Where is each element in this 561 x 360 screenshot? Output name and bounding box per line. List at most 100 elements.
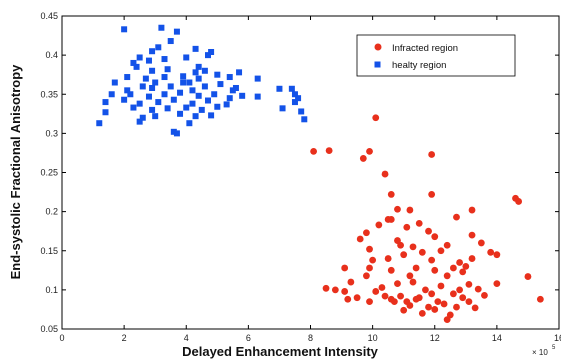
point-infracted	[428, 151, 436, 158]
point-infracted	[406, 272, 414, 280]
point-infracted	[378, 284, 386, 291]
point-infracted	[381, 170, 389, 178]
point-healty	[291, 91, 298, 98]
point-infracted	[468, 255, 476, 262]
point-healty	[189, 87, 196, 94]
point-healty	[102, 99, 109, 106]
point-healty	[96, 120, 103, 127]
point-infracted	[431, 266, 439, 274]
point-infracted	[428, 256, 436, 264]
x-axis-label: Delayed Enhancement Intensity	[182, 344, 379, 359]
y-tick-label: 0.45	[40, 11, 58, 21]
point-infracted	[390, 298, 398, 306]
point-infracted	[449, 290, 457, 298]
x-tick-label: 2	[122, 333, 127, 343]
point-healty	[164, 66, 171, 73]
point-infracted	[536, 295, 544, 303]
point-infracted	[375, 221, 383, 229]
point-infracted	[434, 298, 442, 306]
point-healty	[149, 48, 156, 55]
point-healty	[167, 38, 174, 45]
point-infracted	[524, 273, 532, 280]
point-infracted	[493, 251, 501, 259]
point-infracted	[366, 147, 373, 155]
point-healty	[173, 28, 180, 35]
point-infracted	[437, 282, 445, 290]
point-healty	[180, 79, 187, 86]
point-infracted	[459, 268, 467, 276]
x-tick-label: 6	[246, 333, 251, 343]
point-infracted	[415, 219, 423, 227]
point-infracted	[487, 248, 495, 256]
point-healty	[121, 96, 128, 103]
legend-marker-healty	[374, 61, 381, 68]
point-infracted	[425, 303, 432, 311]
point-healty	[139, 83, 146, 90]
point-infracted	[366, 245, 373, 253]
legend: Infracted region healty region	[356, 34, 516, 77]
point-infracted	[422, 286, 429, 294]
x-tick-label: 8	[308, 333, 313, 343]
point-healty	[136, 100, 143, 107]
point-infracted	[397, 241, 404, 249]
point-healty	[142, 75, 149, 82]
point-healty	[136, 54, 143, 61]
point-healty	[186, 79, 193, 86]
point-infracted	[431, 306, 439, 313]
x-tick-label: 12	[430, 333, 440, 343]
point-healty	[164, 105, 171, 112]
point-healty	[149, 106, 156, 113]
point-healty	[204, 52, 211, 59]
point-infracted	[325, 147, 333, 154]
point-healty	[186, 120, 193, 127]
point-healty	[208, 112, 215, 119]
point-infracted	[481, 291, 488, 299]
point-infracted	[425, 227, 432, 235]
point-infracted	[384, 255, 392, 262]
point-healty	[152, 79, 159, 86]
point-infracted	[356, 235, 364, 243]
point-infracted	[428, 290, 436, 298]
point-infracted	[409, 278, 417, 286]
point-infracted	[443, 316, 451, 324]
point-infracted	[369, 256, 377, 264]
point-infracted	[387, 216, 395, 223]
point-healty	[239, 92, 246, 99]
point-healty	[183, 54, 190, 61]
point-infracted	[387, 266, 395, 274]
point-healty	[155, 99, 162, 106]
x-tick-label: 4	[184, 333, 189, 343]
legend-marker-infracted	[374, 43, 382, 51]
legend-label-infracted: Infracted region	[392, 43, 458, 54]
point-infracted	[515, 198, 523, 205]
x-scale-multiplier: × 10	[532, 348, 548, 357]
point-healty	[254, 93, 261, 100]
point-healty	[139, 114, 146, 121]
y-axis-label: End-systolic Fractional Anisotropy	[8, 64, 23, 280]
point-healty	[291, 99, 298, 106]
point-healty	[167, 83, 174, 90]
point-infracted	[366, 264, 373, 272]
point-healty	[173, 130, 180, 137]
point-healty	[170, 128, 177, 135]
x-tick-label: 14	[492, 333, 502, 343]
point-infracted	[400, 251, 408, 259]
point-infracted	[331, 286, 339, 294]
point-healty	[102, 109, 109, 116]
point-infracted	[397, 292, 404, 300]
point-infracted	[344, 295, 352, 303]
point-healty	[180, 73, 187, 80]
point-healty	[195, 63, 202, 70]
point-infracted	[353, 294, 361, 302]
point-healty	[201, 83, 208, 90]
point-infracted	[341, 288, 349, 295]
point-healty	[170, 96, 177, 103]
point-infracted	[418, 309, 426, 317]
x-tick-label: 16	[554, 333, 561, 343]
point-infracted	[471, 304, 479, 312]
point-healty	[136, 118, 143, 125]
data-points	[96, 24, 544, 324]
point-healty	[226, 74, 233, 81]
point-healty	[177, 110, 184, 117]
point-healty	[161, 91, 168, 98]
